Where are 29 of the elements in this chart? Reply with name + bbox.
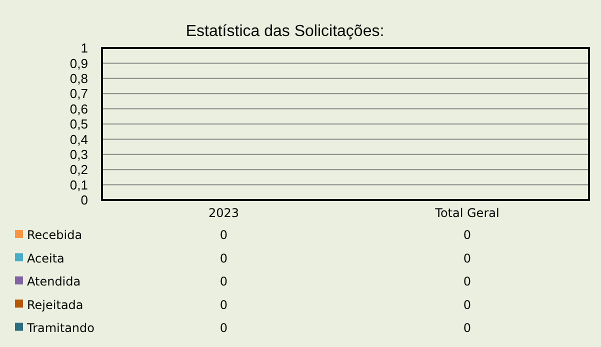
data-label: 0 (463, 228, 472, 242)
y-tick-label: 0 (80, 192, 88, 208)
data-label: 0 (220, 274, 228, 289)
data-label: 0 (220, 228, 228, 242)
legend-label: Recebida (27, 228, 82, 242)
y-tick-label: 0,4 (70, 132, 88, 147)
x-tick-label: 2023 (208, 206, 240, 220)
data-label: 0 (463, 298, 472, 312)
data-label: 0 (463, 251, 472, 266)
y-tick-label: 0,2 (70, 162, 88, 178)
y-tick-label: 0,8 (70, 70, 88, 86)
chart-title: Estatística das Solicitações: (186, 23, 384, 40)
y-tick-label: 0,9 (70, 56, 88, 71)
x-tick-label: Total Geral (434, 206, 500, 220)
data-label: 0 (463, 274, 472, 289)
data-label: 0 (220, 251, 228, 266)
data-label: 0 (220, 321, 228, 335)
legend-label: Aceita (27, 251, 64, 266)
y-tick-label: 0,3 (70, 146, 88, 162)
data-label: 0 (463, 321, 472, 335)
y-tick-label: 1 (80, 40, 88, 56)
legend-label: Atendida (27, 274, 81, 289)
legend-label: Rejeitada (27, 298, 84, 312)
y-tick-label: 0,1 (70, 177, 88, 192)
legend-label: Tramitando (26, 321, 94, 335)
data-label: 0 (220, 298, 228, 312)
y-tick-label: 0,6 (70, 101, 88, 116)
y-tick-label: 0,5 (70, 116, 88, 132)
y-tick-label: 0,7 (70, 86, 88, 102)
